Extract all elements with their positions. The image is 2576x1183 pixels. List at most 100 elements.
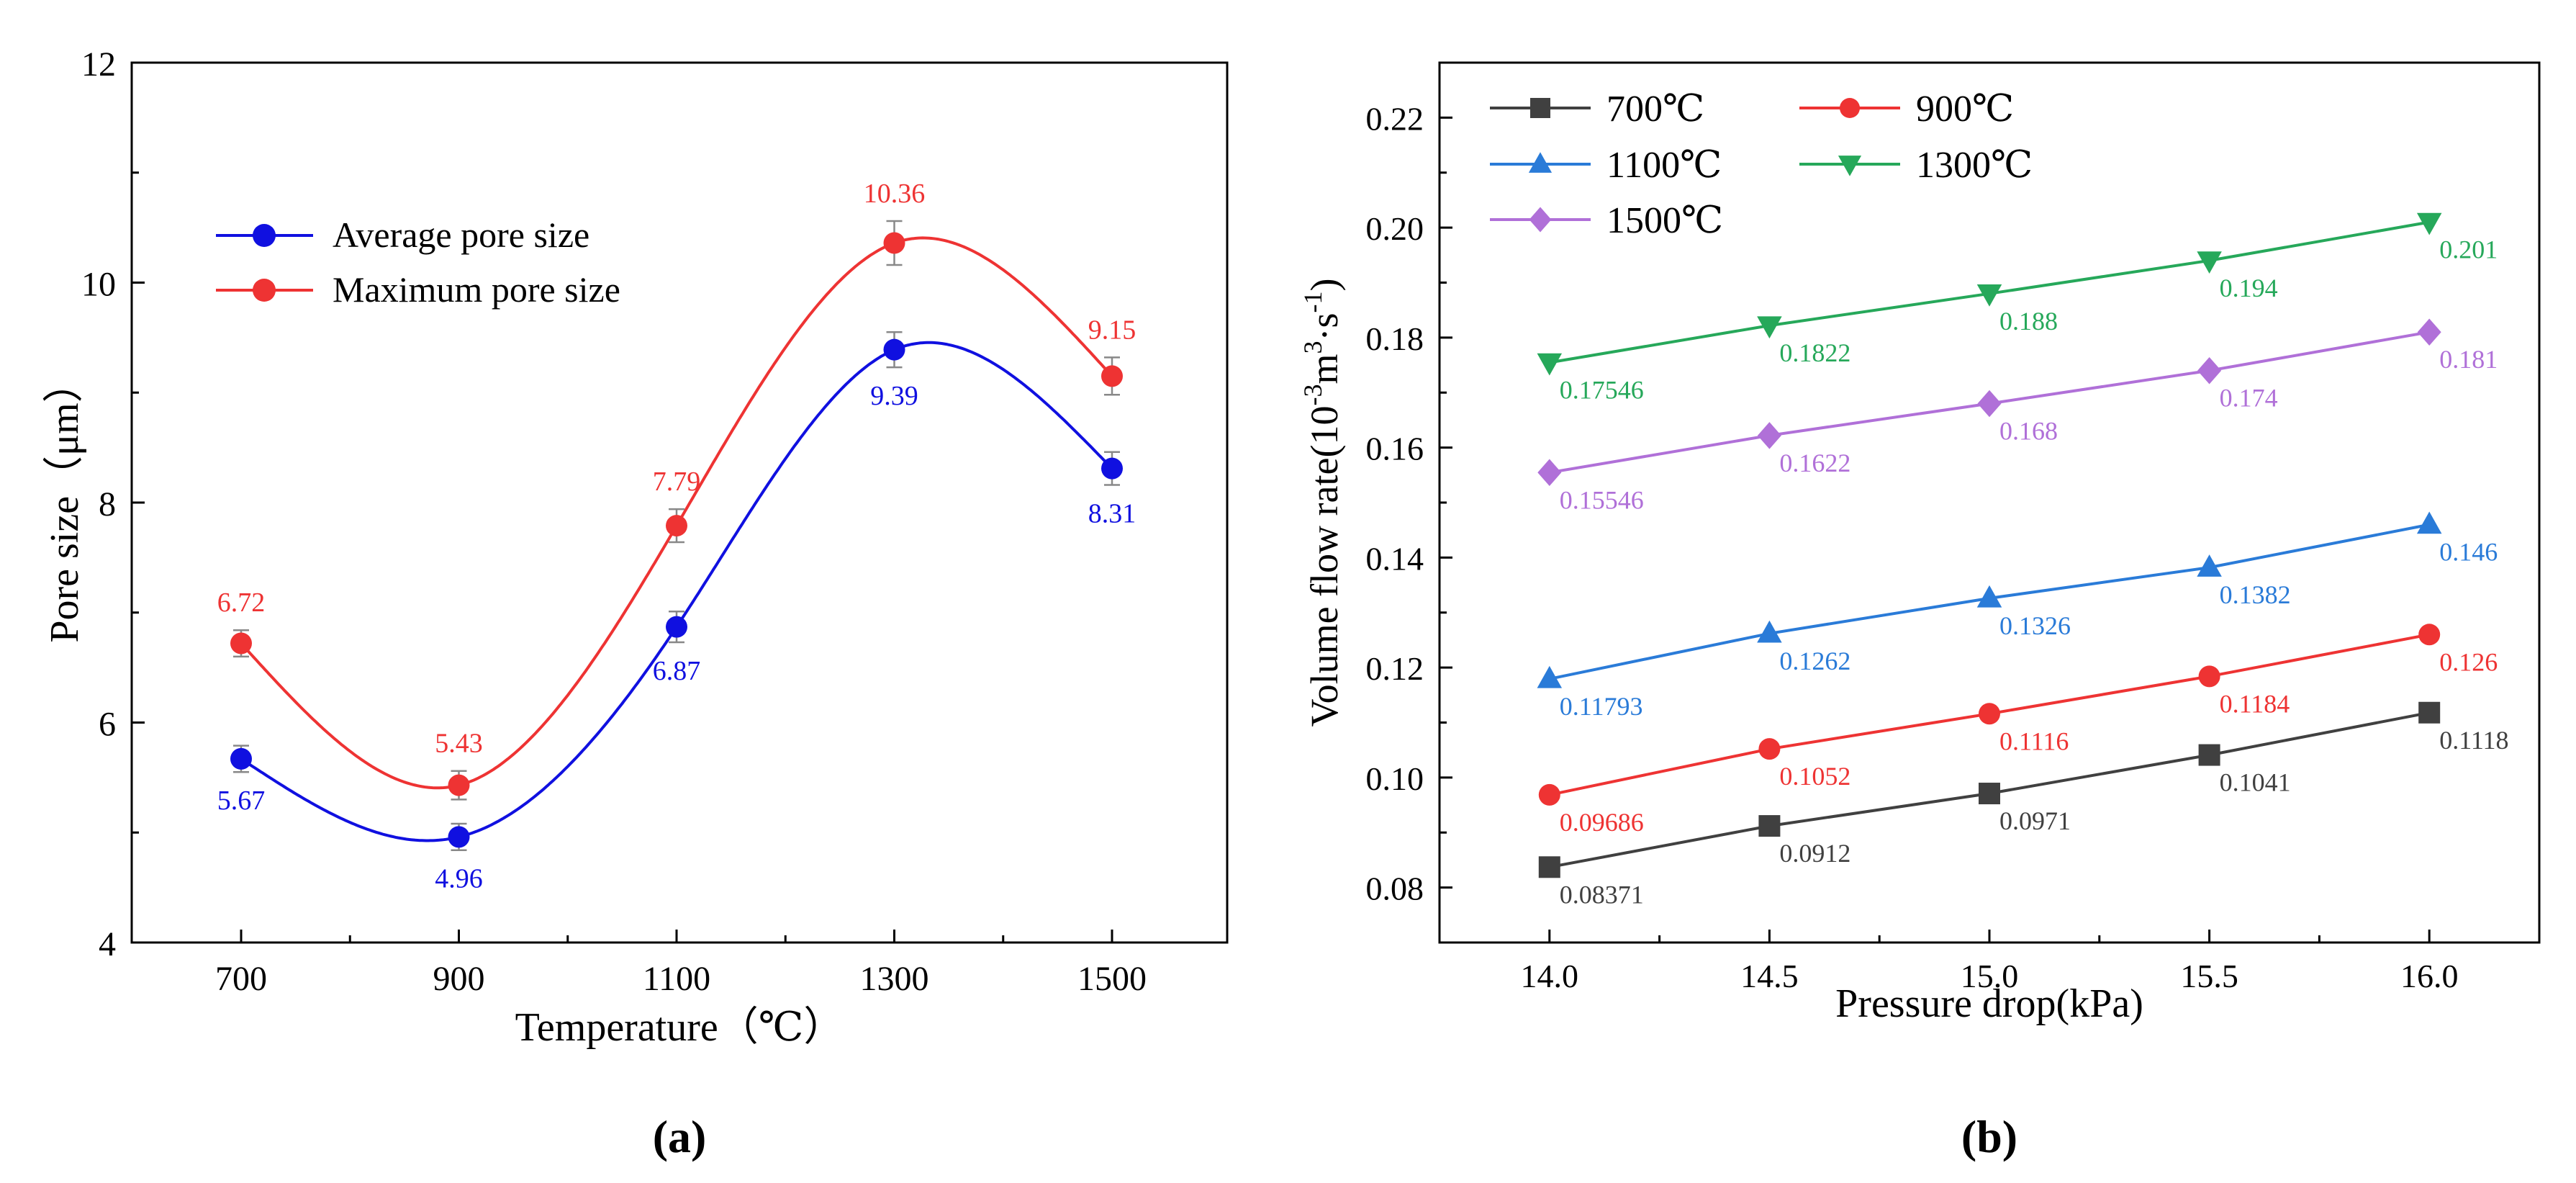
b-data-label-1300-3: 0.194 xyxy=(2220,274,2278,302)
b-point-1100-3 xyxy=(2197,554,2222,577)
a-data-label-average-pore-size-1: 4.96 xyxy=(435,864,483,894)
a-point-average-pore-size-1 xyxy=(448,826,470,848)
a-data-label-average-pore-size-4: 8.31 xyxy=(1088,499,1136,529)
panel-a-x-axis-title: Temperature（℃） xyxy=(515,1005,844,1050)
a-point-average-pore-size-0 xyxy=(230,747,252,770)
b-point-1100-2 xyxy=(1976,585,2002,608)
b-data-label-1300-0: 0.17546 xyxy=(1560,376,1644,405)
b-legend-marker-1500 xyxy=(1529,207,1552,233)
b-legend-label-900: 900℃ xyxy=(1916,89,2014,130)
a-y-tick-label-1: 6 xyxy=(99,706,116,744)
a-y-tick-label-3: 10 xyxy=(81,266,116,304)
b-legend-marker-1100 xyxy=(1528,152,1553,173)
b-point-700-0 xyxy=(1538,856,1560,878)
b-y-tick-label-2: 0.12 xyxy=(1366,650,1424,687)
b-y-tick-label-1: 0.10 xyxy=(1366,760,1424,797)
b-legend-label-1300: 1300℃ xyxy=(1916,145,2033,186)
b-data-label-1100-3: 0.1382 xyxy=(2220,580,2291,609)
b-y-tick-label-7: 0.22 xyxy=(1366,100,1424,137)
a-point-maximum-pore-size-3 xyxy=(883,232,905,254)
b-legend-marker-700 xyxy=(1530,98,1550,118)
a-y-tick-label-0: 4 xyxy=(99,925,116,963)
b-y-tick-label-5: 0.18 xyxy=(1366,320,1424,357)
a-point-maximum-pore-size-2 xyxy=(666,515,687,537)
b-point-1300-3 xyxy=(2197,251,2222,274)
b-x-tick-label-4: 16.0 xyxy=(2400,958,2459,994)
b-point-1500-2 xyxy=(1977,390,2002,418)
b-x-tick-label-0: 14.0 xyxy=(1521,958,1579,994)
panel-a-frame xyxy=(130,61,1229,944)
a-y-tick-label-2: 8 xyxy=(99,485,116,523)
a-x-tick-label-0: 700 xyxy=(215,960,267,998)
b-data-label-900-2: 0.1116 xyxy=(1999,727,2069,755)
b-legend-label-700: 700℃ xyxy=(1606,89,1704,130)
b-data-label-700-4: 0.1118 xyxy=(2439,726,2508,755)
panel-a: 4 6 8 10 12 700 900 1100 1300 1500 5.67 4.96 6.87 9.… xyxy=(42,45,1229,1162)
b-data-label-1100-4: 0.146 xyxy=(2439,538,2498,567)
panel-a-data-labels: 5.67 4.96 6.87 9.39 8.31 6.72 5.43 7.79 10.36 9.1… xyxy=(217,179,1136,894)
b-point-1500-3 xyxy=(2197,356,2222,384)
b-point-900-4 xyxy=(2418,624,2441,646)
b-data-label-1300-2: 0.188 xyxy=(1999,307,2058,336)
panel-b-caption: (b) xyxy=(1961,1111,2017,1162)
b-point-1500-1 xyxy=(1757,422,1781,449)
panel-b-points xyxy=(1537,212,2442,878)
a-point-average-pore-size-3 xyxy=(883,338,905,361)
a-point-maximum-pore-size-4 xyxy=(1101,365,1123,387)
b-x-tick-label-3: 15.5 xyxy=(2180,958,2238,994)
legend-label-maximum-pore-size: Maximum pore size xyxy=(333,269,620,310)
b-data-label-700-3: 0.1041 xyxy=(2220,768,2291,797)
b-point-900-3 xyxy=(2198,665,2220,688)
b-data-label-1100-0: 0.11793 xyxy=(1560,692,1643,721)
b-data-label-1100-2: 0.1326 xyxy=(1999,611,2071,640)
b-data-label-1500-4: 0.181 xyxy=(2439,345,2498,374)
b-point-700-3 xyxy=(2198,744,2220,766)
b-point-1500-4 xyxy=(2417,318,2441,346)
b-data-label-700-1: 0.0912 xyxy=(1779,839,1850,868)
b-point-900-1 xyxy=(1758,738,1781,760)
panel-a-points xyxy=(230,232,1123,848)
b-point-700-2 xyxy=(1979,783,2000,805)
b-point-1300-2 xyxy=(1976,284,2002,307)
b-data-label-900-3: 0.1184 xyxy=(2220,689,2290,718)
legend-label-average-pore-size: Average pore size xyxy=(333,215,589,255)
a-data-label-average-pore-size-2: 6.87 xyxy=(653,656,701,686)
b-legend-marker-1300 xyxy=(1838,156,1862,176)
b-point-900-0 xyxy=(1538,783,1560,806)
b-point-1300-1 xyxy=(1757,316,1782,339)
b-data-label-1100-1: 0.1262 xyxy=(1779,647,1850,675)
panel-a-ticks: 4 6 8 10 12 700 900 1100 1300 1500 xyxy=(81,45,1147,998)
b-point-1100-0 xyxy=(1537,665,1563,688)
b-x-tick-label-1: 14.5 xyxy=(1740,958,1799,994)
panel-b-ticks: 0.08 0.10 0.12 0.14 0.16 0.18 0.20 0.22 14.0 14.5… xyxy=(1366,100,2541,994)
b-data-label-700-2: 0.0971 xyxy=(1999,806,2071,835)
panel-a-caption: (a) xyxy=(653,1111,707,1162)
b-y-tick-label-4: 0.16 xyxy=(1366,431,1424,467)
b-legend-marker-900 xyxy=(1840,98,1860,118)
b-y-tick-label-6: 0.20 xyxy=(1366,210,1424,247)
b-point-700-1 xyxy=(1758,815,1781,837)
b-point-1100-4 xyxy=(2416,511,2442,534)
a-point-maximum-pore-size-0 xyxy=(230,632,252,655)
a-y-tick-label-4: 12 xyxy=(81,45,116,84)
a-data-label-maximum-pore-size-4: 9.15 xyxy=(1088,315,1136,345)
b-y-tick-label-0: 0.08 xyxy=(1366,871,1424,907)
a-x-tick-label-3: 1300 xyxy=(860,960,929,998)
b-data-label-1500-2: 0.168 xyxy=(1999,417,2058,446)
panel-a-y-axis-title: Pore size（μm） xyxy=(42,362,87,642)
a-data-label-average-pore-size-3: 9.39 xyxy=(870,381,918,411)
b-data-label-900-1: 0.1052 xyxy=(1779,762,1850,791)
b-data-label-1500-3: 0.174 xyxy=(2220,384,2278,413)
a-data-label-maximum-pore-size-3: 10.36 xyxy=(864,179,926,209)
b-legend-label-1100: 1100℃ xyxy=(1606,145,1722,186)
a-x-tick-label-4: 1500 xyxy=(1077,960,1147,998)
legend-marker-average-pore-size xyxy=(253,224,276,247)
a-data-label-average-pore-size-0: 5.67 xyxy=(217,786,266,816)
b-data-label-1500-1: 0.1622 xyxy=(1779,449,1850,477)
b-point-900-2 xyxy=(1979,703,2000,725)
a-data-label-maximum-pore-size-1: 5.43 xyxy=(435,729,483,759)
a-point-average-pore-size-2 xyxy=(666,616,687,638)
a-x-tick-label-1: 900 xyxy=(433,960,485,998)
a-point-average-pore-size-4 xyxy=(1101,457,1123,480)
a-x-tick-label-2: 1100 xyxy=(643,960,710,998)
